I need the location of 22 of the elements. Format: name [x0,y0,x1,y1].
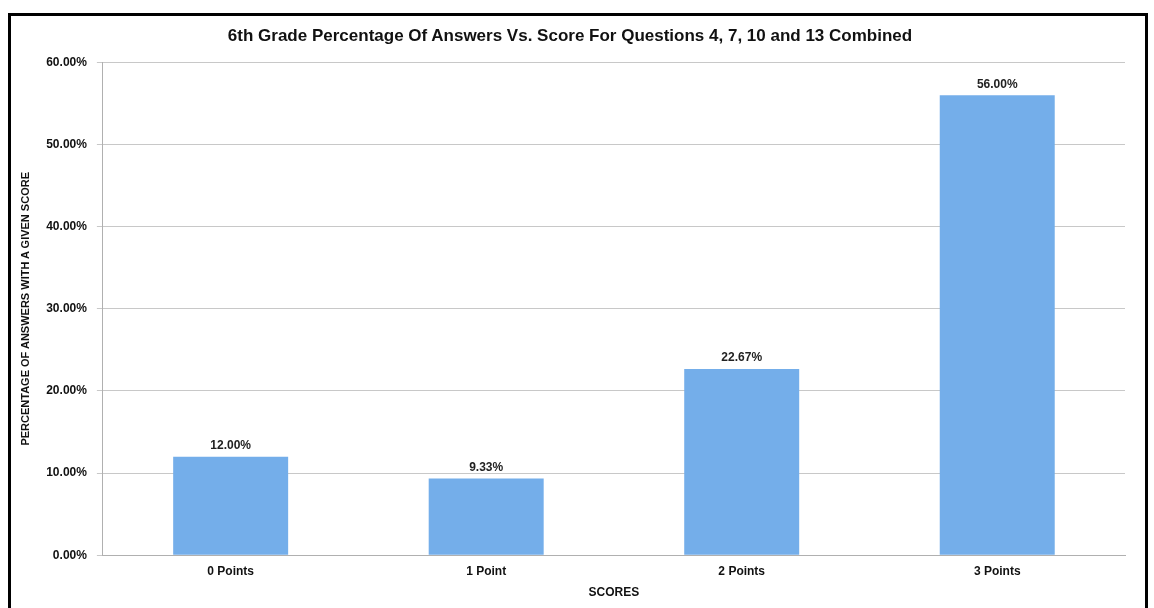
y-tick-label: 10.00% [46,465,88,480]
y-axis-title: PERCENTAGE OF ANSWERS WITH A GIVEN SCORE [18,172,31,446]
y-tick-label: 30.00% [46,301,88,316]
y-tick-label: 0.00% [52,547,88,562]
x-tick-label: 2 Points [718,563,766,578]
bar [428,478,544,555]
y-tick-label: 40.00% [46,218,88,233]
data-label: 12.00% [210,437,252,452]
data-label: 56.00% [976,76,1018,91]
chart-title: 6th Grade Percentage Of Answers Vs. Score For Questions 4, 7, 10 and 13 Combined [227,25,913,45]
x-tick-label: 0 Points [207,563,255,578]
bar [173,456,289,555]
y-tick-label: 50.00% [46,136,88,151]
y-tick-label: 20.00% [46,383,88,398]
x-tick-label: 3 Points [973,563,1021,578]
data-label: 22.67% [721,350,763,365]
y-tick-label: 60.00% [46,54,88,69]
x-axis-title: SCORES [588,585,640,600]
bar [684,369,800,555]
x-tick-label: 1 Point [466,563,507,578]
data-label: 9.33% [469,459,504,474]
bar [939,95,1055,555]
